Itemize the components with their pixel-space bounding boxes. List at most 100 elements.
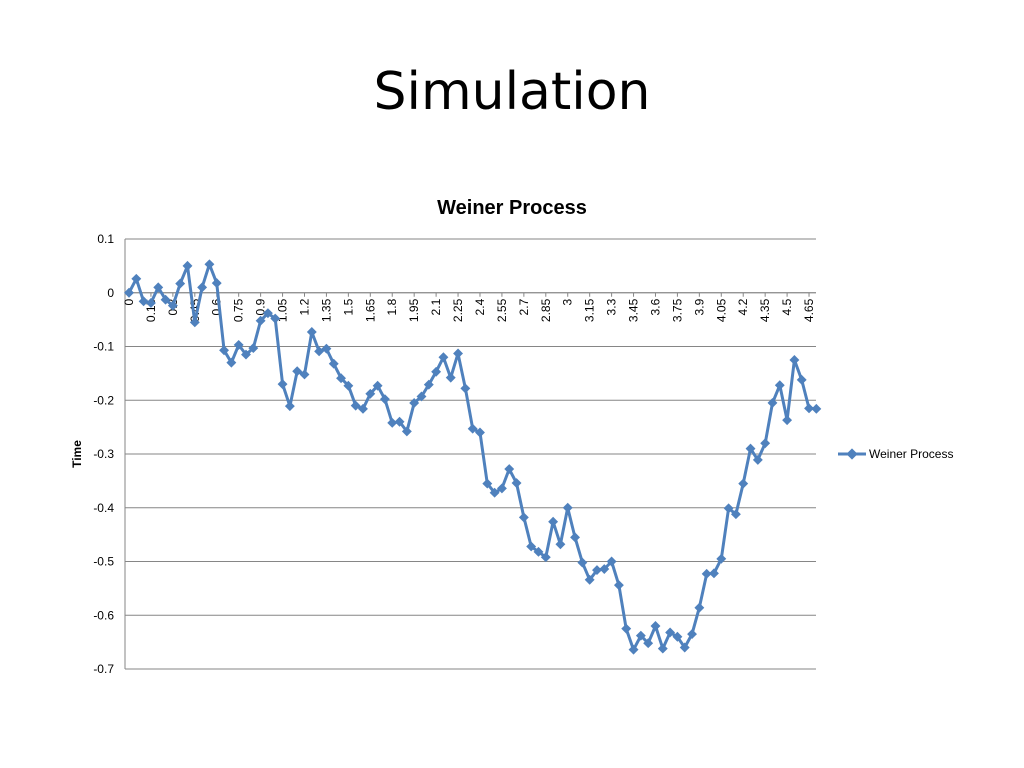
x-tick-label: 4.35 [758,298,772,322]
data-point [621,623,632,634]
data-point [511,478,522,488]
y-tick-label: -0.7 [93,662,114,676]
data-point [233,339,244,350]
x-tick-label: 1.8 [385,298,399,315]
y-tick-label: 0 [107,286,114,300]
data-point [182,260,193,271]
data-point [167,300,178,311]
data-point [789,354,800,365]
gridlines [124,238,816,670]
data-point [738,478,749,489]
x-tick-label: 3.75 [670,298,684,322]
x-tick-label: 2.1 [429,298,443,315]
y-tick-label: -0.3 [93,447,114,461]
data-point [716,553,727,564]
data-point [197,282,208,293]
data-point [767,397,778,408]
data-point [409,397,420,408]
data-point [577,557,588,568]
y-tick-label: 0.1 [97,232,114,246]
data-point [219,345,230,356]
data-point [496,483,507,494]
x-tick-label: 2.25 [451,298,465,322]
data-point [306,327,317,337]
x-tick-label: 0.75 [232,298,246,322]
data-point [328,358,339,369]
data-point [314,346,325,357]
data-point [548,516,559,527]
chart-title: Weiner Process [437,197,587,219]
data-point [804,403,814,414]
x-tick-label: 2.4 [473,298,487,315]
data-point [372,380,383,391]
data-point [533,546,544,557]
data-point [365,388,376,399]
x-tick-label: 3.3 [605,298,619,315]
data-point [145,298,156,308]
data-point [606,556,617,567]
x-tick-label: 4.5 [780,298,794,315]
y-axis-ticks: 0.1 0 -0.1 -0.2 -0.3 -0.4 -0.5 -0.6 -0.7 [93,232,114,676]
x-tick-label: 3.6 [648,298,662,315]
legend: Weiner Process [838,447,953,461]
data-point [592,565,602,576]
data-point [379,394,390,405]
data-point [445,372,456,383]
data-point [453,348,463,359]
data-point [175,278,186,289]
data-point [745,443,756,454]
data-point [204,259,215,270]
x-tick-label: 1.2 [297,298,311,315]
x-tick-label: 0 [122,298,136,305]
x-tick-label: 2.55 [495,298,509,322]
data-point [153,282,164,293]
x-tick-label: 1.05 [276,298,290,322]
x-tick-label: 1.35 [319,298,333,322]
y-tick-label: -0.6 [93,608,114,622]
data-point [211,278,222,289]
y-tick-label: -0.2 [93,393,114,407]
data-point [255,315,266,326]
data-point [599,564,610,574]
x-tick-label: 4.05 [714,298,728,322]
data-point [774,380,785,391]
y-tick-label: -0.1 [93,340,114,354]
data-point [628,644,639,655]
data-point [292,366,303,377]
x-axis-ticks: 00.150.30.450.60.750.91.051.21.351.51.65… [122,292,816,322]
data-point [262,308,273,319]
data-point [687,629,697,640]
data-point [350,400,361,411]
data-point [796,374,807,385]
data-point [657,643,668,654]
data-point [694,602,705,613]
data-point [540,552,551,563]
legend-label: Weiner Process [869,447,953,461]
y-tick-label: -0.4 [93,501,114,515]
data-point [650,621,661,631]
data-point [489,487,500,498]
data-point [131,273,142,284]
x-tick-label: 3.15 [583,298,597,322]
data-point [752,454,763,465]
data-point [679,642,690,653]
data-point [701,568,712,579]
x-tick-label: 0.6 [210,298,224,315]
data-point [709,568,719,579]
data-point [423,379,434,390]
x-tick-label: 2.7 [517,298,531,315]
data-point [358,403,368,414]
x-tick-label: 3 [561,298,575,305]
data-point [248,343,259,354]
data-point [811,403,822,414]
data-point [526,541,537,552]
y-tick-label: -0.5 [93,555,114,569]
x-tick-label: 0.9 [254,298,268,315]
data-point [343,380,354,391]
data-point [160,294,171,305]
data-point [730,509,741,520]
data-point [270,313,281,324]
data-point [438,352,449,363]
x-tick-label: 1.95 [407,298,421,322]
